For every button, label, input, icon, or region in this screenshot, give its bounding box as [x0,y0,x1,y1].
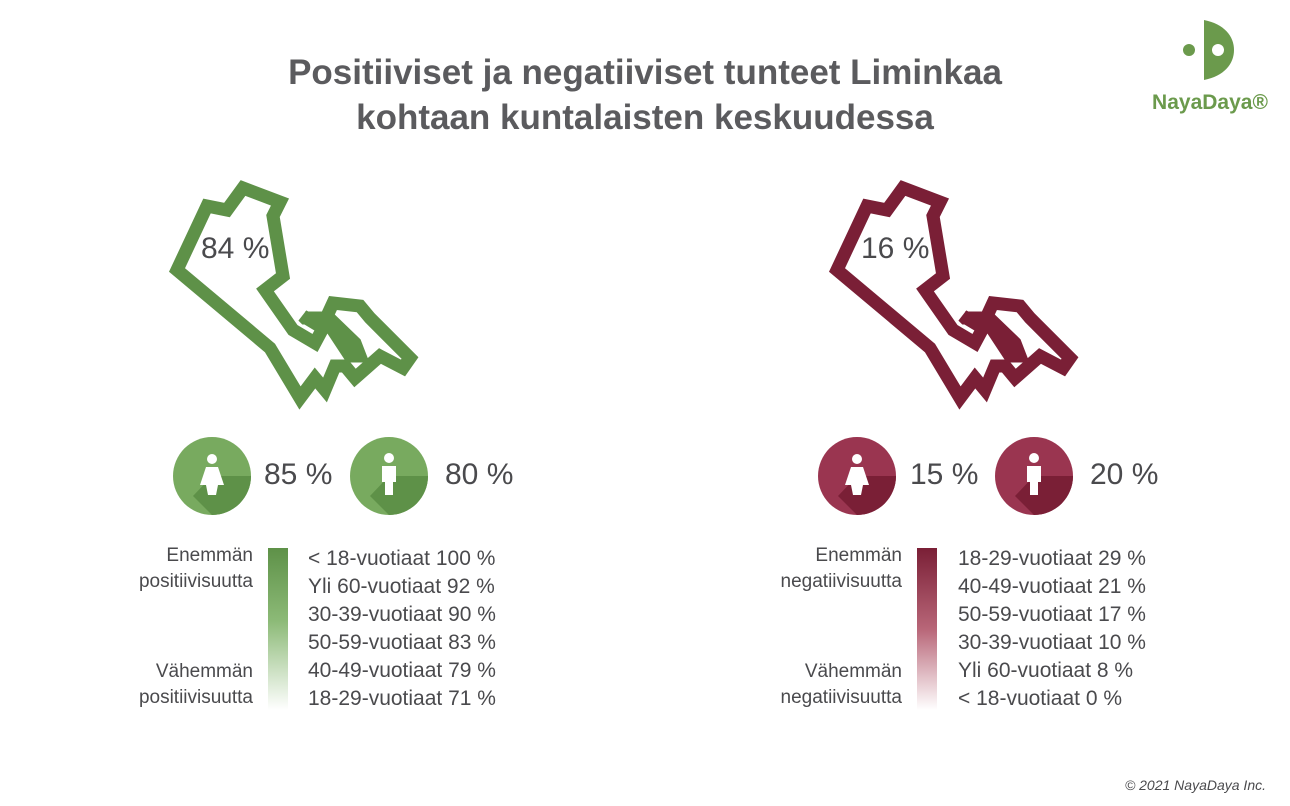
positive-female-icon [173,437,251,515]
positive-rank-item: 50-59-vuotiaat 83 % [308,631,496,654]
copyright-notice: © 2021 NayaDaya Inc. [1124,777,1266,793]
negative-rank-item: 50-59-vuotiaat 17 % [958,603,1146,626]
logo-text: NayaDaya® [1152,91,1268,114]
negative-scale-bottom-line-1: Vähemmän [804,661,902,682]
negative-male-icon [995,437,1073,515]
positive-scale-bar [268,548,288,710]
negative-total-value: 16 % [861,232,930,265]
positive-rank-item: Yli 60-vuotiaat 92 % [308,575,495,598]
negative-female-icon [818,437,896,515]
title-line-2: kohtaan kuntalaisten keskuudessa [356,98,934,137]
negative-scale-bottom-label: Vähemmän negatiivisuutta [752,659,902,711]
positive-women-value: 85 % [264,458,333,491]
positive-municipality-map [168,180,419,410]
nayadaya-logo: NayaDaya® [1150,18,1270,118]
positive-total-value: 84 % [201,232,270,265]
negative-rank-item: < 18-vuotiaat 0 % [958,687,1123,710]
negative-rank-item: 40-49-vuotiaat 21 % [958,575,1146,598]
negative-scale-top-line-1: Enemmän [815,545,902,566]
logo-mark-icon [1183,20,1234,80]
negative-rank-item: Yli 60-vuotiaat 8 % [958,659,1134,682]
negative-scale-top-label: Enemmän negatiivisuutta [752,543,902,595]
positive-scale-bottom-line-2: positiivisuutta [138,687,253,708]
negative-men-value: 20 % [1090,458,1159,491]
positive-rank-item: 30-39-vuotiaat 90 % [308,603,496,626]
negative-scale-top-line-2: negatiivisuutta [780,571,902,592]
negative-women-value: 15 % [910,458,979,491]
positive-rank-item: < 18-vuotiaat 100 % [308,547,496,570]
negative-rank-item: 30-39-vuotiaat 10 % [958,631,1146,654]
positive-male-icon [350,437,428,515]
negative-age-ranking: 18-29-vuotiaat 29 % 40-49-vuotiaat 21 % … [958,545,1146,713]
positive-scale-top-line-2: positiivisuutta [138,571,253,592]
chart-title: Positiiviset ja negatiiviset tunteet Lim… [0,50,1290,140]
negative-scale-bar [917,548,937,710]
positive-scale-top-label: Enemmän positiivisuutta [103,543,253,595]
negative-rank-item: 18-29-vuotiaat 29 % [958,547,1146,570]
positive-rank-item: 40-49-vuotiaat 79 % [308,659,496,682]
positive-scale-bottom-label: Vähemmän positiivisuutta [103,659,253,711]
positive-age-ranking: < 18-vuotiaat 100 % Yli 60-vuotiaat 92 %… [308,545,496,713]
positive-men-value: 80 % [445,458,514,491]
positive-rank-item: 18-29-vuotiaat 71 % [308,687,496,710]
title-line-1: Positiiviset ja negatiiviset tunteet Lim… [288,53,1002,92]
positive-scale-bottom-line-1: Vähemmän [155,661,253,682]
positive-scale-top-line-1: Enemmän [166,545,253,566]
negative-municipality-map [828,180,1079,410]
negative-scale-bottom-line-2: negatiivisuutta [780,687,902,708]
